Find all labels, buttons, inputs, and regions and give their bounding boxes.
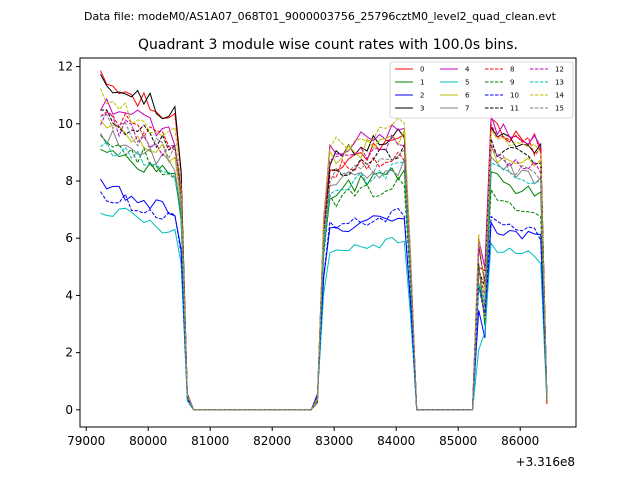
x-tick-label: 81000 (191, 434, 229, 448)
x-axis: 79000 80000 81000 82000 83000 84000 85000 86000 (67, 427, 539, 448)
legend-label-15: 15 (555, 105, 564, 113)
legend-label-12: 12 (555, 66, 564, 74)
y-axis: 0 2 4 6 8 10 12 (58, 60, 80, 417)
x-tick-label: 82000 (253, 434, 291, 448)
legend-label-14: 14 (555, 92, 564, 100)
y-tick-label: 6 (65, 231, 73, 245)
x-tick-label: 85000 (439, 434, 477, 448)
legend-label-1: 1 (420, 79, 424, 87)
legend-label-5: 5 (465, 79, 469, 87)
legend-label-8: 8 (510, 66, 514, 74)
y-tick-label: 0 (65, 403, 73, 417)
legend-box (389, 61, 574, 119)
legend-label-6: 6 (465, 92, 470, 100)
axes-frame (79, 57, 577, 428)
x-axis-offset-label: +3.316e8 (516, 455, 575, 469)
series-line-11 (100, 109, 548, 411)
y-tick-label: 12 (58, 60, 73, 74)
legend-label-13: 13 (555, 79, 564, 87)
x-tick-label: 80000 (129, 434, 167, 448)
y-tick-label: 8 (65, 174, 73, 188)
legend-label-0: 0 (420, 66, 424, 74)
legend-label-10: 10 (510, 92, 519, 100)
legend-label-11: 11 (510, 105, 519, 113)
y-tick-label: 2 (65, 346, 73, 360)
legend-label-4: 4 (465, 66, 470, 74)
plot-lines (100, 70, 548, 411)
legend-label-3: 3 (420, 105, 424, 113)
x-tick-label: 79000 (67, 434, 105, 448)
series-line-15 (100, 113, 548, 411)
figure-suptitle: Data file: modeM0/AS1A07_068T01_90000037… (84, 10, 557, 23)
x-tick-label: 83000 (315, 434, 353, 448)
x-tick-label: 86000 (501, 434, 539, 448)
y-tick-label: 10 (58, 117, 73, 131)
series-line-14 (100, 88, 548, 411)
chart-title: Quadrant 3 module wise count rates with … (138, 37, 518, 53)
legend-label-7: 7 (465, 105, 469, 113)
legend-label-2: 2 (420, 92, 424, 100)
x-tick-label: 84000 (377, 434, 415, 448)
y-tick-label: 4 (65, 288, 73, 302)
legend-label-9: 9 (510, 79, 514, 87)
